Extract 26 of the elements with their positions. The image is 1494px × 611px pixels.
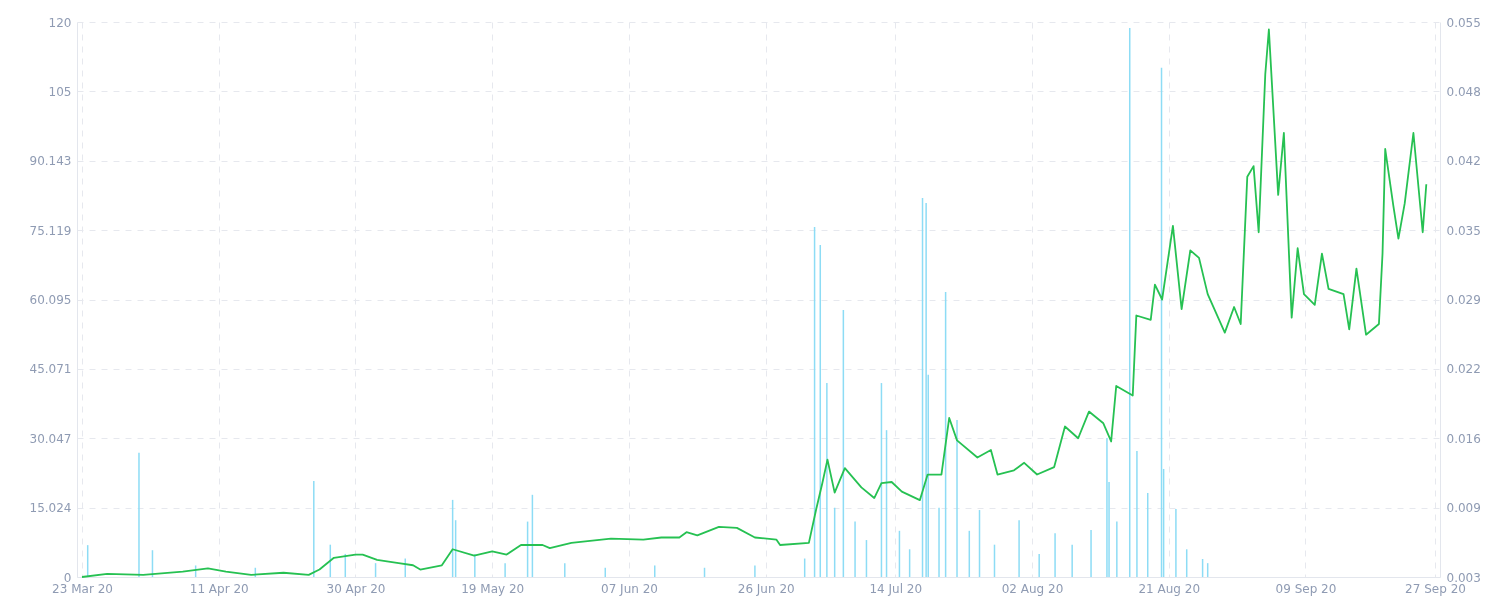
x-tick-label: 30 Apr 20 <box>326 581 386 596</box>
y-tick-label: 30.047 <box>29 431 72 446</box>
y-tick-label: 60.095 <box>29 293 72 307</box>
y2-tick-label: 0.022 <box>1446 362 1481 377</box>
y2-tick-label: 0.042 <box>1446 154 1481 169</box>
x-tick-label: 09 Sep 20 <box>1275 581 1337 596</box>
y-tick-label: 90.143 <box>29 154 72 169</box>
line-series <box>81 28 1428 578</box>
x-tick-label: 02 Aug 20 <box>1001 581 1064 596</box>
y-tick-label: 15.024 <box>29 501 72 516</box>
y-tick-label: 120 <box>48 15 72 30</box>
y2-tick-label: 0.035 <box>1446 223 1481 238</box>
y-tick-label: 75.119 <box>29 223 72 238</box>
y2-tick-label: 0.029 <box>1446 293 1481 307</box>
x-tick-label: 21 Aug 20 <box>1138 581 1201 596</box>
x-tick-label: 11 Apr 20 <box>189 581 249 596</box>
y2-tick-label: 0.016 <box>1446 431 1481 446</box>
y2-tick-label: 0.009 <box>1446 501 1481 516</box>
y2-tick-label: 0.055 <box>1446 15 1481 30</box>
x-tick-label: 14 Jul 20 <box>869 581 923 596</box>
x-tick-label: 26 Jun 20 <box>737 581 795 596</box>
y-tick-label: 45.071 <box>29 362 72 377</box>
y-tick-label: 105 <box>48 84 72 99</box>
x-tick-label: 07 Jun 20 <box>601 581 658 596</box>
x-tick-label: 19 May 20 <box>461 581 525 596</box>
y2-tick-label: 0.048 <box>1446 84 1481 99</box>
